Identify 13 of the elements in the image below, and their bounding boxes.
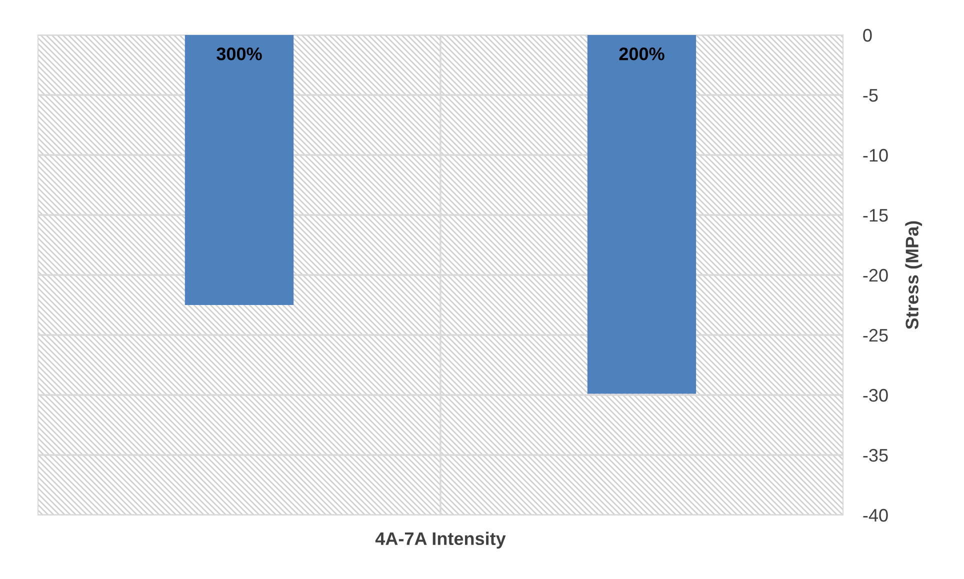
y-tick-label: -10 <box>863 148 888 162</box>
y-tick-label: -25 <box>863 328 888 342</box>
x-tick-label: 200% <box>619 47 664 60</box>
x-tick-label: 300% <box>216 47 262 60</box>
y-axis-title: Stress (MPa) <box>905 221 922 330</box>
y-tick-label: -35 <box>863 448 888 462</box>
y-tick-label: -20 <box>863 268 888 282</box>
y-tick-label: -5 <box>863 89 878 102</box>
x-axis-title: 4A-7A Intensity <box>375 532 506 549</box>
y-tick-label: -40 <box>863 508 888 522</box>
y-tick-label: 0 <box>863 28 872 42</box>
y-tick-label: -30 <box>863 388 888 402</box>
y-tick-label: -15 <box>863 209 888 222</box>
